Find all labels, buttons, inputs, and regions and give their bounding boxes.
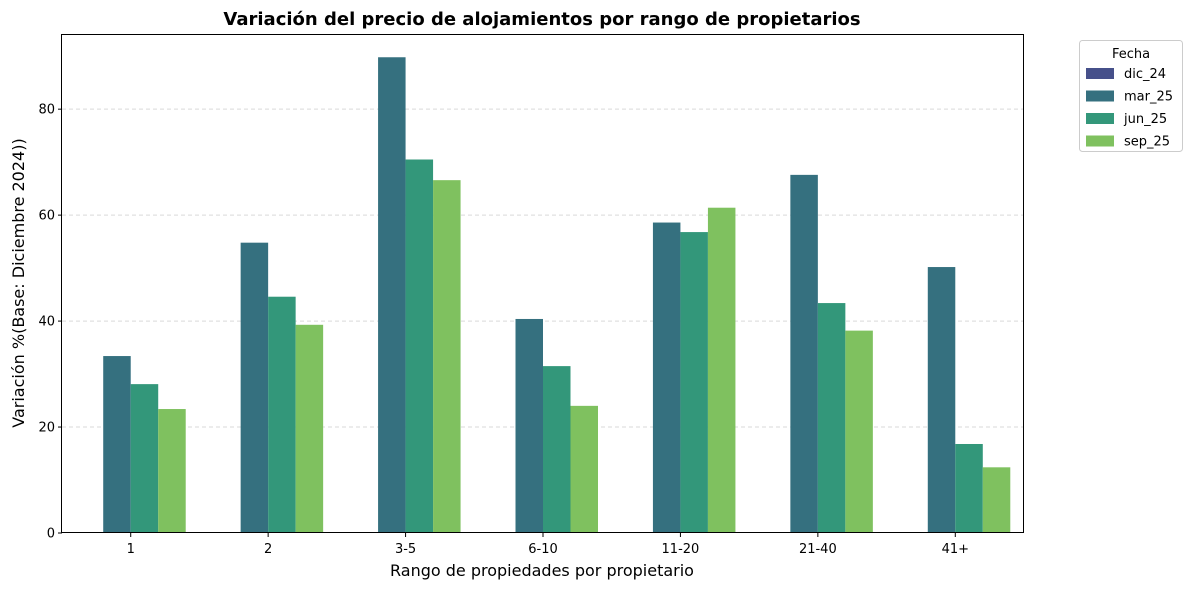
y-tick-label: 20: [38, 421, 55, 436]
legend-swatch-sep_25: [1086, 135, 1114, 147]
bar-sep_25-1: [158, 409, 186, 533]
x-tick-label: 21-40: [799, 542, 837, 557]
bar-jun_25-6-10: [543, 366, 571, 533]
bar-mar_25-6-10: [515, 318, 543, 533]
legend-label-sep_25: sep_25: [1124, 135, 1170, 150]
legend-label-dic_24: dic_24: [1124, 67, 1166, 82]
bar-sep_25-41+: [982, 467, 1011, 533]
bar-mar_25-3-5: [378, 57, 406, 533]
legend-label-jun_25: jun_25: [1123, 112, 1167, 127]
legend-swatch-mar_25: [1086, 90, 1114, 102]
legend: Fecha dic_24 mar_25 jun_25 sep_25: [1079, 40, 1183, 152]
bar-sep_25-2: [295, 324, 324, 533]
bar-mar_25-41+: [927, 267, 956, 533]
bar-sep_25-3-5: [433, 180, 461, 534]
x-axis-ticks: 1 2 3-5 6-10 11-20 21-40 41+: [127, 533, 969, 557]
bar-mar_25-21-40: [790, 174, 818, 533]
x-tick-label: 6-10: [528, 542, 558, 557]
bar-mar_25-11-20: [652, 222, 681, 533]
legend-swatch-dic_24: [1086, 68, 1114, 79]
y-axis-label: Variación %(Base: Diciembre 2024)): [9, 138, 28, 427]
y-tick-label: 80: [38, 103, 55, 118]
x-tick-label: 11-20: [662, 542, 700, 557]
legend-swatch-jun_25: [1086, 113, 1114, 124]
legend-title: Fecha: [1112, 47, 1150, 62]
bar-jun_25-3-5: [405, 159, 434, 533]
bar-jun_25-2: [268, 296, 296, 533]
x-tick-label: 2: [264, 542, 272, 557]
bar-jun_25-21-40: [817, 303, 846, 533]
bar-mar_25-2: [240, 242, 269, 534]
bar-sep_25-21-40: [845, 330, 873, 533]
x-tick-label: 41+: [942, 542, 969, 557]
bar-jun_25-41+: [955, 443, 983, 533]
bar-sep_25-6-10: [570, 405, 598, 533]
chart-title: Variación del precio de alojamientos por…: [223, 9, 860, 30]
y-tick-label: 40: [38, 315, 55, 330]
x-tick-label: 1: [127, 542, 135, 557]
plot-frame: [61, 34, 1024, 533]
y-axis-ticks: 0 20 40 60 80: [38, 103, 62, 542]
bar-jun_25-1: [130, 384, 159, 533]
bar-sep_25-11-20: [707, 207, 736, 533]
legend-label-mar_25: mar_25: [1124, 90, 1173, 105]
x-axis-label: Rango de propiedades por propietario: [390, 561, 694, 580]
x-tick-label: 3-5: [395, 542, 416, 557]
bar-mar_25-1: [103, 356, 131, 533]
bar-jun_25-11-20: [680, 232, 708, 533]
bars: [103, 57, 1011, 534]
y-tick-label: 60: [38, 209, 55, 224]
y-tick-label: 0: [47, 527, 55, 542]
